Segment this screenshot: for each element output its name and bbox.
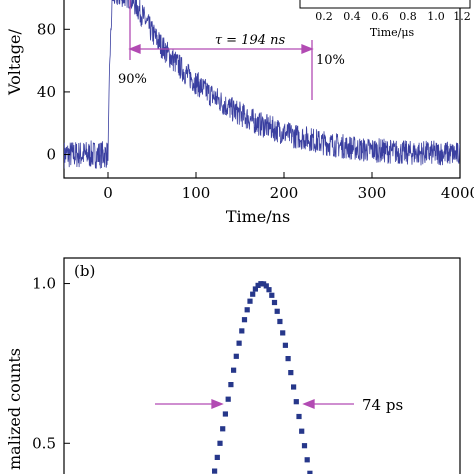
tau-arrow (128, 0, 314, 100)
panel-a-ylabel: Voltage/ (5, 28, 24, 96)
data-point (282, 342, 288, 348)
data-point (263, 283, 269, 289)
data-point (293, 399, 299, 405)
data-point (271, 299, 278, 306)
data-point (285, 356, 291, 362)
panel-a-xlabel: Time/ns (226, 207, 290, 226)
data-point (288, 370, 294, 376)
inset-xlabel: Time/μs (370, 26, 415, 39)
data-point (261, 281, 267, 287)
inset-tick-label: 0.6 (371, 10, 389, 23)
fwhm-arrows (155, 399, 354, 409)
x-tick-label: 0 (103, 184, 113, 202)
data-point (214, 454, 220, 460)
data-point (296, 413, 302, 420)
y-tick-label: 0.5 (32, 434, 56, 452)
inset-tick-label: 0.4 (343, 10, 361, 23)
data-point (258, 281, 264, 287)
data-point (307, 470, 313, 474)
data-point (220, 426, 226, 432)
fwhm-label: 74 ps (362, 396, 403, 414)
data-point (247, 298, 253, 304)
data-point (280, 330, 286, 336)
data-point (233, 353, 239, 359)
panel-b: (b) 1.0 0.5 malized counts 74 ps (5, 257, 461, 474)
panel-b-frame (63, 257, 461, 474)
y-tick-label: 0 (46, 146, 56, 164)
x-tick-label: 200 (270, 184, 299, 202)
inset-tick-label: 1.0 (427, 10, 445, 23)
data-point (244, 307, 250, 313)
inset-frame (299, 0, 471, 9)
data-point (252, 286, 258, 292)
panel-a-frame (63, 0, 461, 179)
inset-tick-label: 0.2 (315, 10, 333, 23)
y-tick-label: 1.0 (32, 275, 56, 293)
data-point (228, 382, 234, 388)
y-tick-label: 40 (37, 83, 56, 101)
data-point (212, 468, 218, 474)
data-point (274, 308, 280, 314)
data-point (225, 396, 231, 402)
data-point (217, 440, 223, 446)
y-tick-label: 80 (37, 20, 56, 38)
data-point (241, 317, 248, 323)
data-point (239, 328, 245, 334)
annotation-90: 90% (118, 72, 147, 87)
data-point (236, 340, 242, 346)
data-point (299, 428, 305, 434)
data-point (250, 291, 256, 297)
annotation-10: 10% (316, 53, 345, 68)
annotation-tau: τ = 194 ns (215, 33, 286, 48)
inset-tick-label: 1.2 (453, 10, 471, 23)
panel-b-label: (b) (74, 262, 95, 280)
data-point (222, 411, 228, 417)
panel-b-points (212, 281, 313, 474)
x-tick-label: 100 (182, 184, 211, 202)
panel-b-ylabel: malized counts (5, 348, 24, 470)
data-point (231, 367, 237, 373)
data-point (301, 443, 308, 449)
data-point (266, 287, 272, 293)
data-point (255, 282, 261, 288)
data-point (277, 318, 283, 325)
inset-tick-label: 0.8 (399, 10, 417, 23)
data-point (291, 384, 297, 390)
inset: 0.2 0.4 0.6 0.8 1.0 1.2 Time/μs (299, 0, 471, 39)
x-tick-label: 300 (358, 184, 387, 202)
data-point (269, 292, 275, 298)
data-point (304, 457, 310, 463)
panel-b-ticks: 1.0 0.5 (32, 275, 70, 452)
